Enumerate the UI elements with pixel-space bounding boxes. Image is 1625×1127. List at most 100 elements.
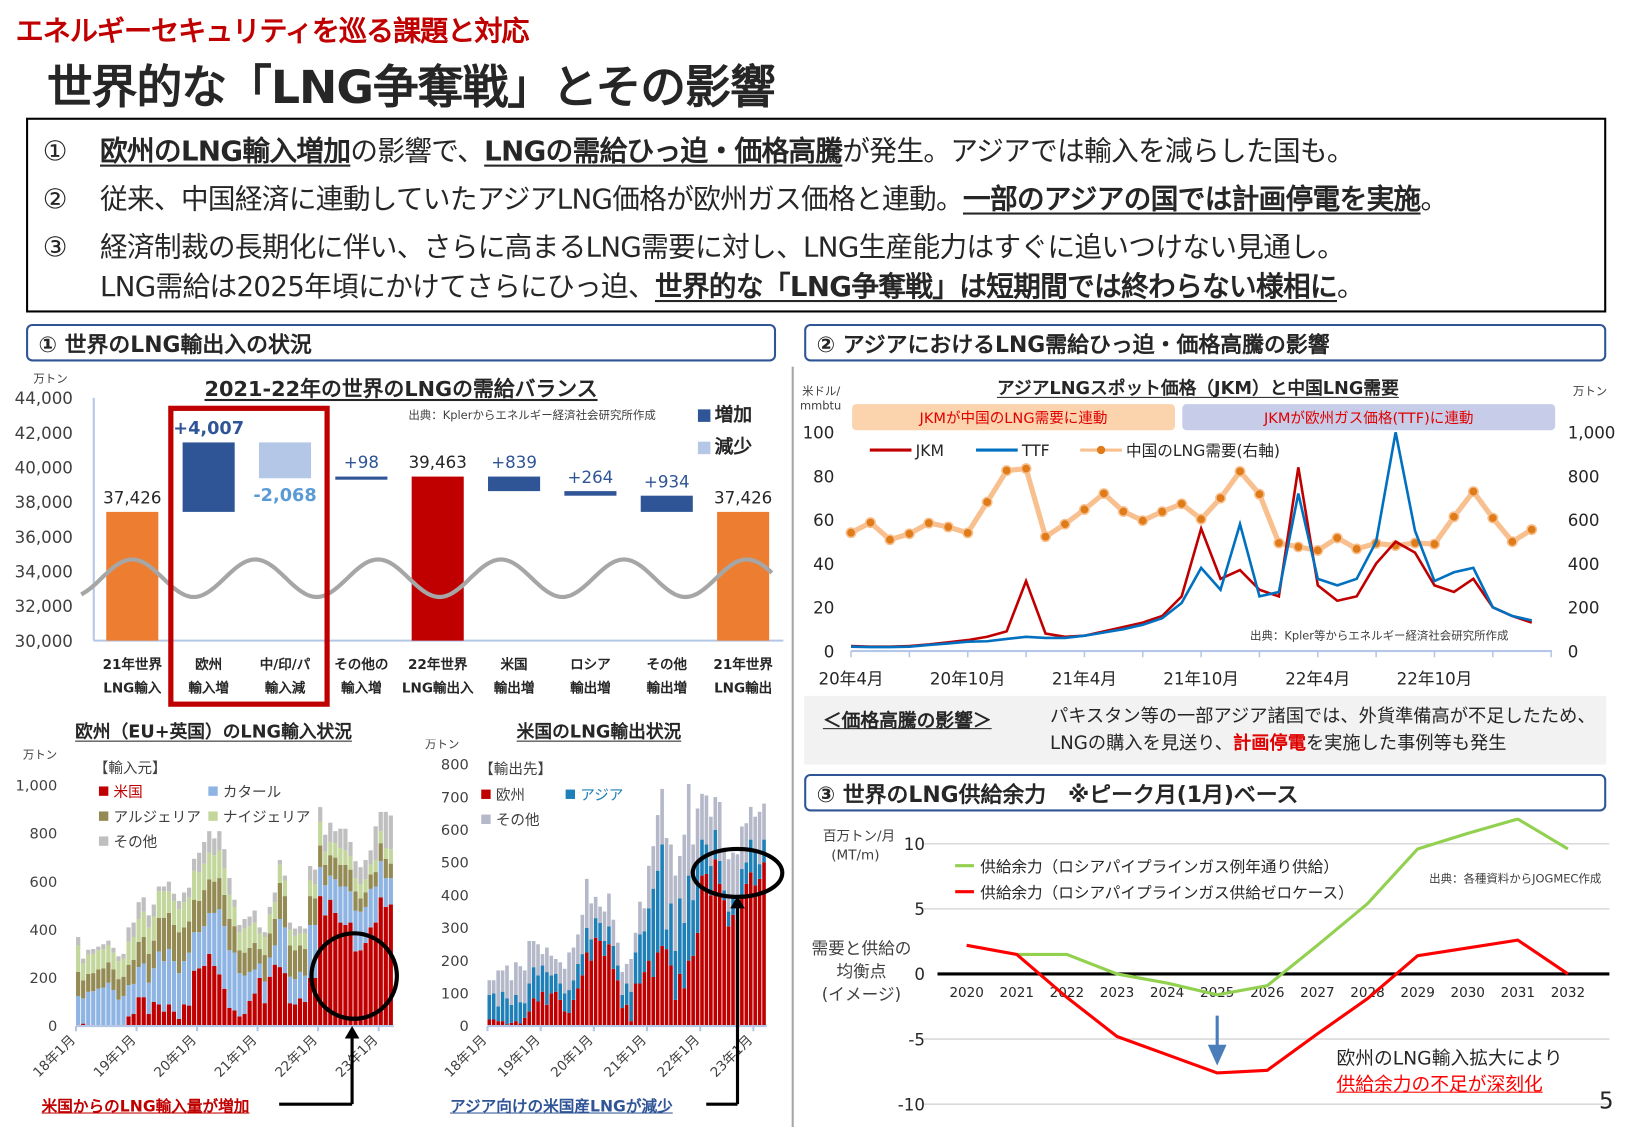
bar-segment: [192, 871, 196, 900]
waterfall-bar: [641, 496, 693, 512]
bar-segment: [126, 927, 130, 941]
bar-segment: [248, 948, 252, 972]
x-tick-label: 22年1月: [272, 1032, 321, 1081]
bar-segment: [558, 962, 562, 983]
bar-segment: [177, 973, 181, 1019]
bar-segment: [333, 843, 337, 857]
us-caption: アジア向けの米国産LNGが減少: [450, 1095, 673, 1117]
bar-segment: [505, 966, 509, 999]
bar-segment: [389, 878, 393, 904]
bar-segment: [258, 978, 262, 1026]
bar-segment: [308, 896, 312, 925]
bar-segment: [665, 930, 669, 950]
legend-swatch: [99, 786, 108, 795]
x-tick-label: 20年1月: [548, 1032, 597, 1081]
bar-segment: [638, 934, 642, 983]
bar-segment: [722, 848, 726, 891]
data-label: +264: [568, 468, 614, 487]
bar-segment: [177, 901, 181, 909]
bar-segment: [753, 849, 757, 885]
bar-segment: [167, 882, 171, 892]
bar-segment: [137, 997, 141, 1026]
bar-segment: [328, 842, 332, 855]
bar-segment: [172, 961, 176, 1012]
section-header-3: ③ 世界のLNG供給余力 ※ピーク月(1月)ベース: [804, 774, 1606, 812]
arrow-up-icon: [345, 1026, 360, 1039]
bar-segment: [142, 997, 146, 1026]
bar-segment: [237, 925, 241, 932]
bar-segment: [558, 1000, 562, 1026]
bar-segment: [76, 996, 80, 1025]
text: LNGの購入を見送り、: [1050, 733, 1233, 754]
bar-segment: [157, 918, 161, 952]
chart-source: 出典：Kpler等からエネルギー経済社会研究所作成: [1250, 629, 1508, 643]
bar-segment: [318, 867, 322, 896]
legend-swatch: [208, 811, 217, 820]
unit-label: 万トン: [425, 740, 459, 751]
y-tick-label: 10: [904, 835, 925, 854]
x-tick-label: 18年1月: [30, 1032, 79, 1081]
bar-segment: [253, 994, 257, 1026]
bar-segment: [660, 946, 664, 1026]
bar-segment: [152, 968, 156, 1002]
waterfall-bar: [717, 512, 769, 641]
bar-segment: [687, 784, 691, 876]
bar-segment: [106, 945, 110, 962]
data-label: +839: [491, 453, 537, 472]
bar-segment: [237, 973, 241, 1016]
bar-segment: [616, 966, 620, 981]
bar-segment: [620, 972, 624, 995]
bar-segment: [283, 896, 287, 927]
bar-segment: [303, 976, 307, 1002]
bar-segment: [288, 977, 292, 1003]
bar-segment: [258, 949, 262, 963]
bar-segment: [273, 919, 277, 945]
bar-segment: [358, 867, 362, 884]
bar-segment: [669, 845, 673, 904]
y-axis-label-left: 米ドル/: [802, 384, 840, 398]
bar-segment: [389, 905, 393, 1027]
bar-segment: [758, 864, 762, 879]
bar-segment: [152, 1002, 156, 1026]
legend-label: 米国: [114, 784, 143, 801]
bar-segment: [96, 947, 100, 951]
waterfall-bar: [106, 512, 158, 641]
bar-segment: [384, 878, 388, 907]
bar-segment: [603, 912, 607, 941]
bar-segment: [86, 950, 90, 955]
y-tick-label: 1,000: [16, 778, 58, 795]
bar-segment: [212, 966, 216, 1026]
bar-segment: [253, 923, 257, 943]
bar-segment: [594, 918, 598, 938]
y-tick-label: 600: [29, 874, 57, 891]
bar-segment: [263, 932, 267, 937]
bar-segment: [96, 969, 100, 988]
bar-segment: [121, 996, 125, 1025]
bar-segment: [81, 963, 85, 980]
bar-segment: [278, 865, 282, 883]
bar-segment: [762, 863, 766, 1027]
bar-segment: [369, 889, 373, 928]
bar-segment: [536, 944, 540, 975]
bar-segment: [268, 957, 272, 976]
x-tick-label: 欧州: [195, 656, 222, 673]
bar-segment: [353, 951, 357, 1026]
bar-segment: [197, 968, 201, 1026]
china-demand-marker: [1508, 537, 1517, 546]
y-tick-label: 100: [441, 986, 469, 1003]
bar-segment: [651, 889, 655, 977]
bar-segment: [384, 812, 388, 848]
bar-segment: [202, 890, 206, 926]
bar-segment: [731, 853, 735, 896]
china-demand-marker: [1235, 467, 1244, 476]
legend-label: 欧州: [496, 787, 525, 804]
bar-segment: [369, 874, 373, 888]
legend-label: 供給余力（ロシアパイプラインガス例年通り供給）: [980, 857, 1339, 876]
x-tick-label: 18年1月: [442, 1032, 491, 1081]
bar-segment: [162, 1012, 166, 1026]
bar-segment: [298, 926, 302, 933]
bar-segment: [669, 903, 673, 965]
bar-segment: [283, 880, 287, 896]
